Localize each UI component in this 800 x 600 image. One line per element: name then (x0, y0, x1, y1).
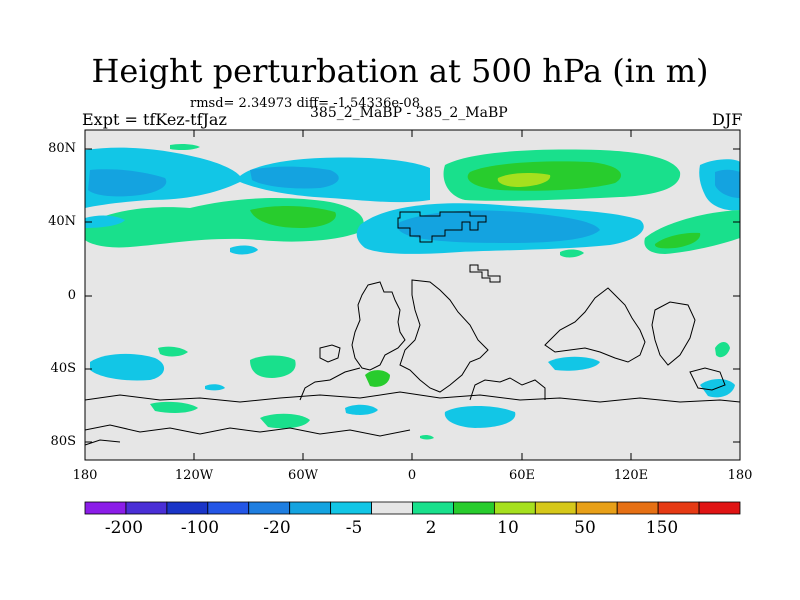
contour-region (170, 143, 200, 151)
contour-region (250, 355, 296, 378)
colorbar-swatch (453, 501, 495, 515)
colorbar-swatch (493, 501, 536, 515)
contour-region (205, 384, 225, 391)
lon-tick-label: 0 (407, 468, 417, 483)
plot-title: Height perturbation at 500 hPa (in m) (91, 52, 709, 90)
contour-region (420, 434, 434, 440)
colorbar (84, 501, 741, 515)
season-label: DJF (712, 110, 743, 129)
contour-region (715, 169, 740, 198)
colorbar-label: 2 (425, 518, 437, 538)
colorbar-swatch (166, 501, 209, 515)
lat-tick-label: 40N (48, 214, 76, 229)
colorbar-label: -5 (345, 518, 363, 538)
experiment-label: Expt = tfKez-tfJaz (82, 110, 227, 129)
colorbar-swatch (289, 501, 332, 515)
lat-tick-label: 80S (50, 434, 76, 449)
coastline (299, 367, 361, 401)
runs-label: 385_2_MaBP - 385_2_MaBP (310, 105, 508, 121)
contour-region (560, 249, 584, 258)
lon-tick-label: 60W (288, 468, 318, 483)
coastline (399, 279, 489, 393)
colorbar-swatch (534, 501, 577, 515)
contour-region (230, 245, 258, 255)
colorbar-label: 50 (574, 518, 596, 538)
contour-region (654, 232, 701, 249)
lon-tick-label: 180 (72, 468, 98, 483)
contour-region (497, 173, 551, 187)
colorbar-label: 10 (497, 518, 519, 538)
colorbar-swatch (84, 501, 127, 515)
colorbar-label: -100 (180, 518, 220, 538)
coastline (319, 344, 341, 363)
coastline (84, 391, 741, 403)
colorbar-swatch (125, 501, 168, 515)
colorbar-swatch (248, 501, 291, 515)
colorbar-swatch (575, 501, 618, 515)
contour-region (444, 406, 516, 428)
coastline (469, 264, 501, 283)
colorbar-label: -20 (263, 518, 291, 538)
coastline (351, 281, 406, 371)
contour-region (88, 169, 167, 197)
lon-tick-label: 120E (613, 468, 649, 483)
contour-region (715, 342, 730, 358)
coastline (689, 367, 726, 391)
continent-outlines (84, 211, 741, 446)
lat-tick-label: 80N (48, 141, 76, 156)
colorbar-swatch (698, 501, 741, 515)
colorbar-swatch (371, 501, 413, 515)
coastline (397, 211, 487, 243)
contour-region (260, 413, 310, 429)
lon-tick-label: 60E (508, 468, 536, 483)
contour-region (397, 210, 600, 243)
contour-region (150, 401, 198, 413)
coastline (651, 301, 696, 366)
colorbar-swatch (657, 501, 700, 515)
contour-fills (85, 143, 740, 440)
contour-region (90, 353, 165, 381)
coastline (469, 377, 546, 401)
contour-region (158, 346, 188, 357)
coastline (84, 424, 411, 437)
contour-region (548, 356, 600, 371)
contour-region (250, 206, 336, 228)
contour-region (345, 404, 378, 415)
stats-line: rmsd= 2.34973 diff= -1.54336e-08 (190, 96, 420, 111)
lon-tick-label: 120W (174, 468, 214, 483)
colorbar-label: 150 (645, 518, 679, 538)
colorbar-label: -200 (104, 518, 144, 538)
lon-tick-label: 180 (727, 468, 753, 483)
tick-marks (84, 130, 741, 460)
colorbar-swatch (412, 501, 454, 515)
coastline (544, 287, 646, 363)
coastline (84, 439, 121, 446)
colorbar-swatch (207, 501, 250, 515)
colorbar-swatch (616, 501, 659, 515)
contour-region (250, 166, 339, 189)
lat-tick-label: 0 (67, 288, 76, 303)
colorbar-swatch (330, 501, 372, 515)
contour-region (365, 370, 390, 387)
contour-region (85, 215, 125, 228)
lat-tick-label: 40S (50, 361, 76, 376)
